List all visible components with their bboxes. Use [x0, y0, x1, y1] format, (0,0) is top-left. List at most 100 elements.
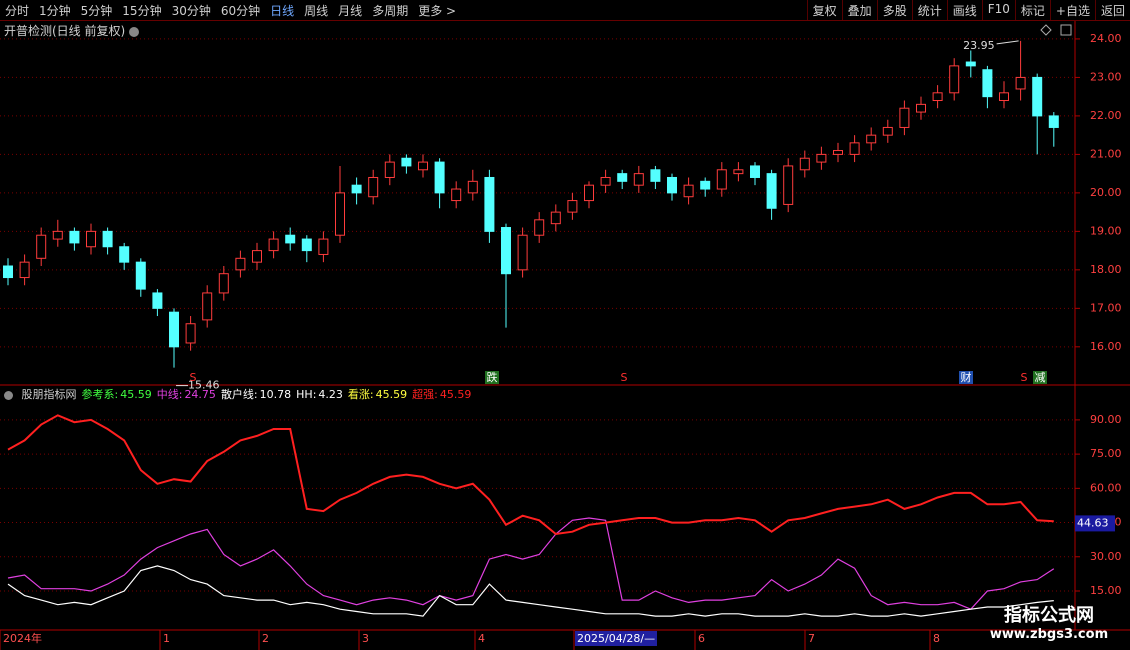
period-tab[interactable]: 15分钟: [122, 4, 162, 18]
candle-body: [1032, 76, 1043, 117]
legend-label: 中线:: [156, 388, 183, 401]
signal-label: S: [1021, 371, 1028, 384]
tool-button[interactable]: 标记: [1014, 0, 1050, 20]
annotation-arrow: [996, 40, 1019, 45]
indicator-header: 股朋指标网 参考系: 45.59 中线: 24.75 散户线: 10.78 HH: 4.23 看涨…: [4, 386, 476, 402]
candle-body: [467, 180, 478, 194]
candle-body: [451, 188, 462, 202]
candle-body: [733, 169, 744, 175]
tool-button[interactable]: 画线: [946, 0, 982, 20]
candle-body: [650, 169, 661, 182]
x-tick-label: 4: [478, 632, 485, 645]
candle-body: [52, 230, 63, 240]
signal-label: 跌: [487, 370, 498, 384]
candle-body: [351, 184, 362, 194]
candle-body: [534, 219, 545, 236]
signal-label: 财: [961, 370, 972, 384]
candle-body: [169, 311, 179, 348]
candle-body: [235, 257, 246, 271]
candle-body: [202, 292, 213, 321]
candle-body: [1048, 115, 1059, 128]
legend-label: 参考系:: [81, 388, 119, 401]
legend-label: 看涨:: [347, 388, 374, 401]
candle-body: [252, 250, 262, 263]
candle-body: [368, 176, 379, 198]
candle-body: [633, 173, 644, 186]
y-tick-label: 22.00: [1090, 109, 1122, 122]
dropdown-icon[interactable]: [4, 390, 13, 400]
candle-body: [19, 261, 30, 279]
y-tick-label: 21.00: [1090, 147, 1122, 160]
candle-body: [667, 176, 677, 194]
candle-body: [750, 165, 760, 178]
candle-body: [716, 169, 727, 190]
period-tab[interactable]: 1分钟: [39, 4, 71, 18]
candle-body: [285, 234, 296, 244]
candle-body: [700, 180, 711, 190]
icon: [1040, 24, 1052, 36]
watermark-url: www.zbgs3.com: [989, 627, 1109, 642]
candle-body: [683, 184, 694, 198]
x-tick-label: 7: [808, 632, 815, 645]
y-tick-label: 15.00: [1090, 584, 1122, 597]
signal-label: S: [621, 371, 628, 384]
period-tabs: 分时 1分钟 5分钟 15分钟 30分钟 60分钟 日线 周线 月线 多周期 更多 >: [0, 0, 461, 20]
period-tab[interactable]: 60分钟: [220, 4, 261, 18]
candle-body: [119, 246, 130, 263]
period-tab[interactable]: 周线: [304, 4, 329, 18]
y-tick-label: 20.00: [1090, 186, 1122, 199]
last-value-box: [1075, 515, 1115, 532]
tool-button[interactable]: 返回: [1094, 0, 1130, 20]
candle-body: [318, 238, 329, 255]
candle-body: [36, 234, 47, 259]
y-tick-label: 23.00: [1090, 70, 1122, 83]
indicator-name: 股朋指标网: [21, 388, 77, 401]
candle-body: [517, 234, 528, 271]
candle-body: [484, 176, 495, 232]
y-tick-label: 18.00: [1090, 263, 1122, 276]
y-tick-label: 16.00: [1090, 340, 1122, 353]
period-tab[interactable]: 更多 >: [418, 4, 457, 18]
tool-button[interactable]: 多股: [876, 0, 912, 20]
indicator-line: [7, 414, 1054, 536]
indicator-line: [7, 517, 1055, 610]
candle-body: [418, 161, 428, 171]
watermark-title: 指标公式网: [1004, 605, 1094, 626]
period-tab[interactable]: 分时: [5, 4, 30, 18]
toolbar: 分时 1分钟 5分钟 15分钟 30分钟 60分钟 日线 周线 月线 多周期 更多 > 复权 叠加 多股统…: [0, 0, 1130, 21]
period-tab[interactable]: 30分钟: [171, 4, 211, 18]
y-tick-label: 19.00: [1090, 224, 1122, 237]
candle-body: [999, 92, 1009, 102]
min-price-label: 15.46: [188, 379, 220, 392]
y-tick-label: 17.00: [1090, 301, 1122, 314]
candle-body: [882, 126, 893, 136]
candle-body: [982, 69, 993, 98]
x-tick-label: 8: [933, 632, 940, 645]
y-tick-label: 60.00: [1090, 481, 1122, 494]
tool-button[interactable]: +自选: [1049, 0, 1095, 20]
x-tick-label: 6: [698, 632, 705, 645]
tool-button[interactable]: 统计: [911, 0, 947, 20]
signal-badge: [1033, 371, 1047, 384]
candle-body: [185, 323, 196, 344]
period-tab[interactable]: 5分钟: [80, 4, 113, 18]
title-text: 开普检测(日线 前复权): [4, 24, 126, 38]
candle-body: [899, 107, 910, 128]
dropdown-icon[interactable]: [129, 26, 140, 37]
signal-badge: [485, 371, 499, 384]
candle-body: [816, 153, 827, 163]
legend-value: 24.75: [184, 388, 216, 401]
tool-button[interactable]: F10: [981, 0, 1015, 20]
candle-body: [766, 173, 777, 209]
candle-body: [69, 230, 80, 244]
max-price-label: 23.95: [963, 39, 995, 52]
period-tab[interactable]: 日线: [270, 4, 295, 18]
tool-button[interactable]: 叠加: [841, 0, 877, 20]
stock-title: 开普检测(日线 前复权): [4, 22, 140, 39]
tool-button[interactable]: 复权: [806, 0, 842, 20]
period-tab[interactable]: 多周期: [372, 4, 409, 18]
period-tab[interactable]: 月线: [338, 4, 363, 18]
tool-buttons: 复权 叠加 多股 统计 画线 F10 标记 +自选 返回: [806, 0, 1130, 20]
